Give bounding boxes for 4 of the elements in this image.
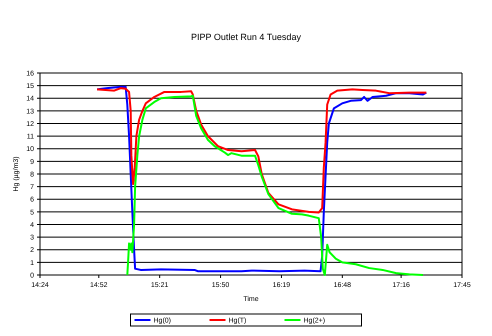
line-series <box>96 87 428 214</box>
line-series <box>126 94 424 276</box>
line-series <box>96 86 428 272</box>
chart-title: PIPP Outlet Run 4 Tuesday <box>191 32 302 42</box>
